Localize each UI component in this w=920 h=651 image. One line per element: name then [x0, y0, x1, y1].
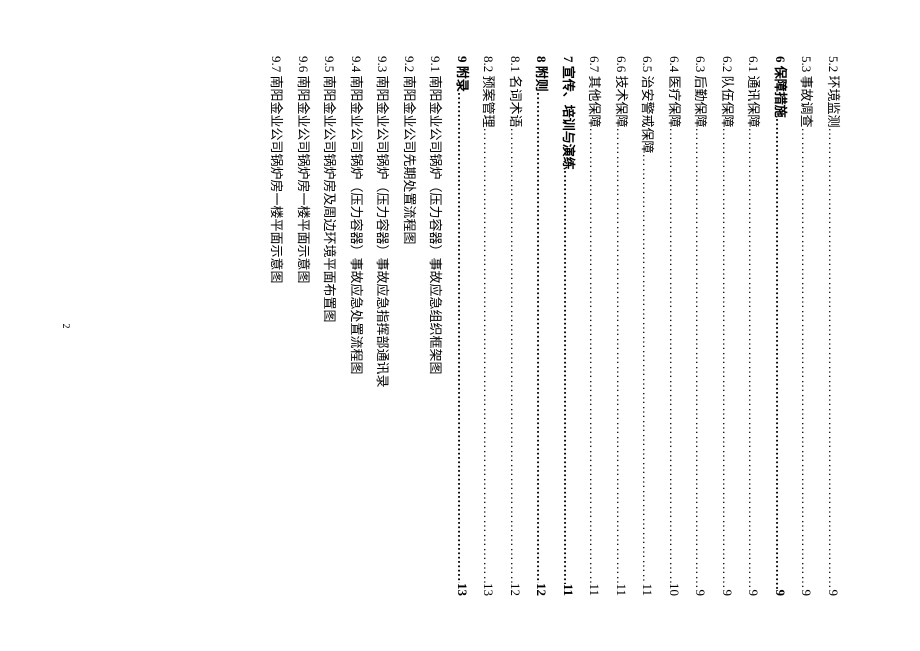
toc-entry: 9.1 南阳金业公司锅炉（压力容器）事故应急组织框架图 [430, 56, 443, 596]
toc-label: 9 附录 [456, 56, 469, 92]
toc-page-number: 11 [589, 583, 602, 596]
toc-page-number: 11 [562, 583, 575, 595]
toc-label: 6.4 医疗保障 [668, 56, 681, 128]
toc-entry: 6.5 治安警戒保障………………………………………………………………………………… [642, 56, 655, 596]
toc-leader-dots: …………………………………………………………………………………………………………… [483, 127, 496, 582]
toc-entry: 6.7 其他保障……………………………………………………………………………………… [589, 56, 602, 596]
toc-page-number: 10 [668, 583, 681, 596]
toc-leader-dots: …………………………………………………………………………………………………………… [721, 127, 734, 589]
page-number: 2 [60, 323, 71, 328]
toc-leader-dots: …………………………………………………………………………………………………………… [642, 153, 655, 583]
toc-label: 8 附则 [536, 56, 549, 92]
toc-label: 6.5 治安警戒保障 [642, 56, 655, 154]
toc-label: 9.4 南阳金业公司锅炉（压力容器）事故应急处置流程图 [350, 56, 363, 375]
toc-page-number: 13 [483, 583, 496, 596]
toc-leader-dots: …………………………………………………………………………………………………………… [827, 127, 840, 589]
toc-entry: 8.2 预案管理……………………………………………………………………………………… [483, 56, 496, 596]
toc-label: 6.7 其他保障 [589, 56, 602, 128]
toc-label: 9.7 南阳金业公司锅炉房一楼平面示意图 [271, 56, 284, 284]
toc-entry: 6.4 医疗保障……………………………………………………………………………………… [668, 56, 681, 596]
toc-label: 9.6 南阳金业公司锅炉房一楼平面示意图 [297, 56, 310, 284]
toc-label: 6.6 技术保障 [615, 56, 628, 128]
toc-page-number: 12 [536, 583, 549, 596]
toc-label: 6 保障措施 [774, 56, 787, 118]
toc-leader-dots: …………………………………………………………………………………………………………… [774, 117, 787, 589]
toc-entry: 9.6 南阳金业公司锅炉房一楼平面示意图 [297, 56, 310, 596]
toc-leader-dots: …………………………………………………………………………………………………………… [748, 127, 761, 589]
table-of-contents: 5.2 环境监测……………………………………………………………………………………… [257, 56, 840, 596]
toc-leader-dots: …………………………………………………………………………………………………………… [668, 127, 681, 582]
toc-page-number: 11 [615, 583, 628, 596]
toc-label: 9.3 南阳金业公司锅炉（压力容器）事故应急指挥部通讯录 [377, 56, 390, 388]
toc-label: 6.1 通讯保障 [748, 56, 761, 128]
toc-label: 9.2 南阳金业公司先期处置流程图 [403, 56, 416, 245]
toc-page-number: 9 [827, 589, 840, 596]
toc-leader-dots: …………………………………………………………………………………………………………… [562, 169, 575, 583]
toc-entry: 9.5 南阳金业公司锅炉房及周边环境平面布置图 [324, 56, 337, 596]
toc-label: 5.2 环境监测 [827, 56, 840, 128]
toc-entry: 6.1 通讯保障……………………………………………………………………………………… [748, 56, 761, 596]
toc-label: 6.2 队伍保障 [721, 56, 734, 128]
toc-label: 7 宣传、培训与演练 [562, 56, 575, 170]
toc-entry: 9.3 南阳金业公司锅炉（压力容器）事故应急指挥部通讯录 [377, 56, 390, 596]
toc-leader-dots: …………………………………………………………………………………………………………… [589, 127, 602, 583]
toc-entry: 6.3 后勤保障……………………………………………………………………………………… [695, 56, 708, 596]
toc-label: 9.1 南阳金业公司锅炉（压力容器）事故应急组织框架图 [430, 56, 443, 375]
toc-entry: 5.3 事故调查……………………………………………………………………………………… [801, 56, 814, 596]
toc-entry: 9.4 南阳金业公司锅炉（压力容器）事故应急处置流程图 [350, 56, 363, 596]
toc-entry: 6.6 技术保障……………………………………………………………………………………… [615, 56, 628, 596]
toc-entry: 5.2 环境监测……………………………………………………………………………………… [827, 56, 840, 596]
toc-label: 5.3 事故调查 [801, 56, 814, 128]
toc-entry: 7 宣传、培训与演练………………………………………………………………………………… [562, 56, 575, 596]
toc-entry: 6.2 队伍保障……………………………………………………………………………………… [721, 56, 734, 596]
toc-leader-dots: …………………………………………………………………………………………………………… [615, 127, 628, 583]
toc-label: 6.3 后勤保障 [695, 56, 708, 128]
toc-leader-dots: …………………………………………………………………………………………………………… [695, 127, 708, 589]
toc-page-number: 9 [801, 589, 814, 596]
toc-entry: 9.2 南阳金业公司先期处置流程图 [403, 56, 416, 596]
toc-leader-dots: …………………………………………………………………………………………………………… [509, 127, 522, 582]
toc-entry: 6 保障措施…………………………………………………………………………………………… [774, 56, 787, 596]
toc-entry: 9 附录………………………………………………………………………………………………… [456, 56, 469, 596]
toc-page-number: 13 [456, 583, 469, 596]
toc-page-number: 9 [748, 589, 761, 596]
toc-leader-dots: …………………………………………………………………………………………………………… [801, 127, 814, 589]
toc-page-number: 12 [509, 583, 522, 596]
toc-leader-dots: …………………………………………………………………………………………………………… [536, 91, 549, 582]
toc-label: 8.2 预案管理 [483, 56, 496, 128]
toc-entry: 8 附则………………………………………………………………………………………………… [536, 56, 549, 596]
toc-page-number: 9 [774, 589, 787, 596]
toc-page-number: 9 [721, 589, 734, 596]
toc-page-number: 9 [695, 589, 708, 596]
toc-label: 8.1 名词术语 [509, 56, 522, 128]
document-page: 5.2 环境监测……………………………………………………………………………………… [50, 56, 870, 596]
toc-page-number: 11 [642, 583, 655, 596]
toc-entry: 8.1 名词术语……………………………………………………………………………………… [509, 56, 522, 596]
toc-label: 9.5 南阳金业公司锅炉房及周边环境平面布置图 [324, 56, 337, 323]
toc-leader-dots: …………………………………………………………………………………………………………… [456, 91, 469, 582]
toc-entry: 9.7 南阳金业公司锅炉房一楼平面示意图 [271, 56, 284, 596]
